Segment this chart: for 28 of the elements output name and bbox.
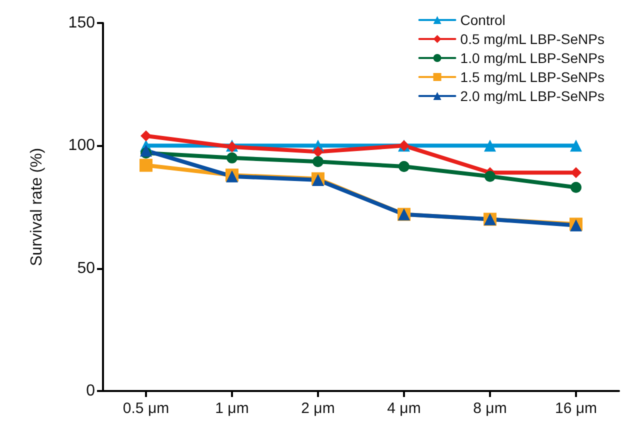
point [570,140,582,152]
point [570,182,582,193]
legend-label: 0.5 mg/mL LBP-SeNPs [460,31,604,47]
x-tick-label: 4 μm [387,400,421,417]
y-tick-label: 0 [86,382,96,400]
legend-label: 2.0 mg/mL LBP-SeNPs [460,88,604,104]
y-tick-label: 50 [77,260,96,277]
legend-label: Control [460,12,506,28]
point [484,170,496,182]
point [312,146,324,158]
point [312,156,324,168]
x-tick-label: 1 μm [215,400,249,417]
y-axis-title: Survival rate (%) [28,148,46,266]
point [140,158,152,172]
point [226,152,238,164]
x-tick-label: 0.5 μm [122,400,170,417]
point [398,161,410,172]
point [140,144,152,157]
y-tick-label: 150 [68,14,96,32]
point [484,140,496,152]
x-tick-label: 16 μm [555,400,597,417]
legend-label: 1.0 mg/mL LBP-SeNPs [460,50,604,66]
point [570,167,582,178]
x-tick-label: 2 μm [301,400,335,417]
y-tick-label: 100 [68,137,96,154]
point [140,130,152,142]
legend-label: 1.5 mg/mL LBP-SeNPs [460,69,604,85]
x-tick-label: 8 μm [473,400,507,417]
